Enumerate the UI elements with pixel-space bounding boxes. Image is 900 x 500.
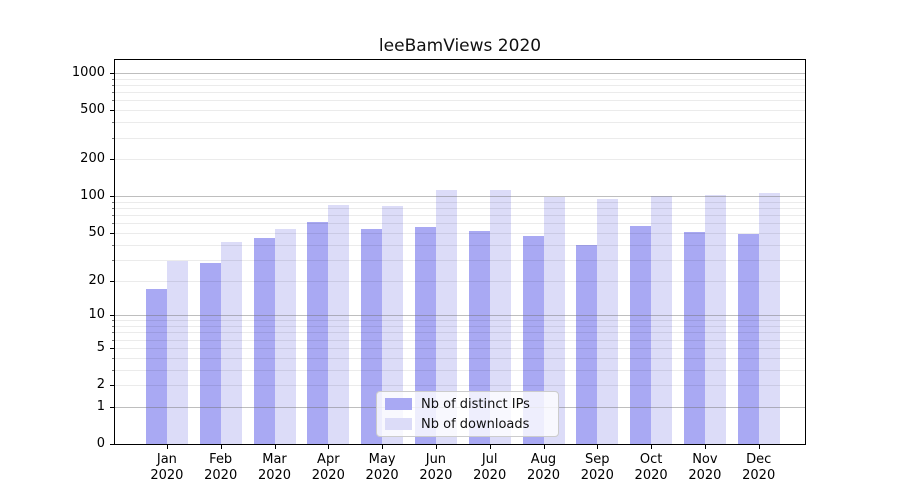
bar-downloads-jul <box>489 189 511 444</box>
y-tick-label-5: 5 <box>96 339 105 355</box>
bar-downloads-dec <box>758 193 780 444</box>
bar-downloads-nov <box>704 195 726 444</box>
x-tick-nov <box>704 445 706 449</box>
y-tick-label-100: 100 <box>80 188 105 204</box>
legend-item-downloads: Nb of downloads <box>385 414 550 434</box>
x-tick-label-sep: Sep 2020 <box>580 452 614 483</box>
bar-ips-nov <box>683 231 705 444</box>
bar-downloads-jan <box>166 261 188 444</box>
x-tick-label-jun: Jun 2020 <box>419 452 453 483</box>
x-tick-aug <box>543 445 545 449</box>
bar-ips-sep <box>576 244 598 444</box>
y-tick-minor-900 <box>112 78 115 80</box>
y-tick-5 <box>110 347 115 349</box>
legend-swatch-ips-icon <box>385 398 412 410</box>
y-tick-200 <box>110 159 115 161</box>
y-tick-minor-70 <box>112 215 115 217</box>
y-tick-label-200: 200 <box>80 151 105 167</box>
y-tick-minor-9 <box>112 320 115 322</box>
y-tick-1 <box>110 406 115 408</box>
y-tick-label-1000: 1000 <box>71 64 105 80</box>
bar-ips-jan <box>145 288 167 444</box>
x-tick-label-dec: Dec 2020 <box>742 452 776 483</box>
bar-downloads-sep <box>597 199 619 444</box>
x-tick-label-jan: Jan 2020 <box>150 452 184 483</box>
x-tick-jul <box>489 445 491 449</box>
chart-title: leeBamViews 2020 <box>378 36 542 56</box>
x-tick-jun <box>435 445 437 449</box>
x-tick-label-mar: Mar 2020 <box>257 452 292 483</box>
bar-downloads-jun <box>435 189 457 444</box>
x-tick-may <box>382 445 384 449</box>
y-tick-minor-30 <box>112 259 115 261</box>
x-tick-label-nov: Nov 2020 <box>688 452 722 483</box>
x-tick-label-jul: Jul 2020 <box>473 452 507 483</box>
y-tick-minor-90 <box>112 201 115 203</box>
x-tick-label-oct: Oct 2020 <box>634 452 668 483</box>
bar-downloads-may <box>382 206 404 444</box>
y-tick-minor-3 <box>112 369 115 371</box>
x-tick-label-aug: Aug 2020 <box>526 452 561 483</box>
y-tick-minor-700 <box>112 92 115 94</box>
y-tick-50 <box>110 232 115 234</box>
y-tick-label-2: 2 <box>96 377 105 392</box>
bar-ips-dec <box>737 233 759 444</box>
bar-downloads-aug <box>543 197 565 444</box>
bar-downloads-mar <box>274 228 296 444</box>
y-tick-minor-60 <box>112 223 115 225</box>
y-tick-label-0: 0 <box>96 436 105 451</box>
y-tick-2 <box>110 385 115 386</box>
y-tick-label-10: 10 <box>88 307 105 323</box>
bar-downloads-apr <box>328 205 350 444</box>
bar-downloads-feb <box>220 242 242 444</box>
x-tick-apr <box>328 445 330 449</box>
legend-label-ips: Nb of distinct IPs <box>421 396 530 412</box>
x-tick-label-may: May 2020 <box>365 452 399 483</box>
y-tick-1000 <box>110 72 115 74</box>
y-tick-minor-8 <box>112 326 115 327</box>
y-tick-minor-4 <box>112 357 115 359</box>
y-tick-minor-600 <box>112 100 115 102</box>
y-tick-0 <box>110 444 115 445</box>
y-tick-minor-400 <box>112 122 115 124</box>
x-tick-dec <box>758 445 760 449</box>
bar-ips-may <box>361 228 383 444</box>
y-tick-minor-800 <box>112 84 115 86</box>
legend: Nb of distinct IPs Nb of downloads <box>376 391 559 437</box>
y-tick-minor-6 <box>112 339 115 341</box>
y-tick-label-20: 20 <box>88 272 105 288</box>
legend-swatch-downloads-icon <box>385 418 412 430</box>
y-tick-10 <box>110 315 115 317</box>
x-tick-oct <box>651 445 653 449</box>
y-tick-minor-40 <box>112 244 115 246</box>
x-tick-sep <box>597 445 599 449</box>
legend-label-downloads: Nb of downloads <box>421 416 530 432</box>
y-tick-minor-80 <box>112 208 115 210</box>
x-tick-jan <box>166 445 168 449</box>
y-tick-20 <box>110 280 115 282</box>
bar-ips-oct <box>630 225 652 444</box>
bar-ips-jun <box>414 226 436 444</box>
bar-ips-mar <box>253 238 275 444</box>
bar-ips-feb <box>199 263 221 444</box>
x-tick-mar <box>274 445 276 449</box>
y-tick-500 <box>110 110 115 112</box>
legend-item-ips: Nb of distinct IPs <box>385 394 550 414</box>
bar-ips-jul <box>468 230 490 444</box>
y-tick-label-1: 1 <box>96 398 105 414</box>
y-tick-label-500: 500 <box>80 102 105 118</box>
y-tick-minor-300 <box>112 137 115 139</box>
x-tick-label-apr: Apr 2020 <box>311 452 345 483</box>
y-tick-label-50: 50 <box>88 224 105 240</box>
y-tick-100 <box>110 196 115 198</box>
x-tick-feb <box>220 445 222 449</box>
bar-downloads-oct <box>651 196 673 444</box>
bar-ips-apr <box>307 222 329 444</box>
x-tick-label-feb: Feb 2020 <box>204 452 238 483</box>
y-tick-minor-7 <box>112 332 115 334</box>
